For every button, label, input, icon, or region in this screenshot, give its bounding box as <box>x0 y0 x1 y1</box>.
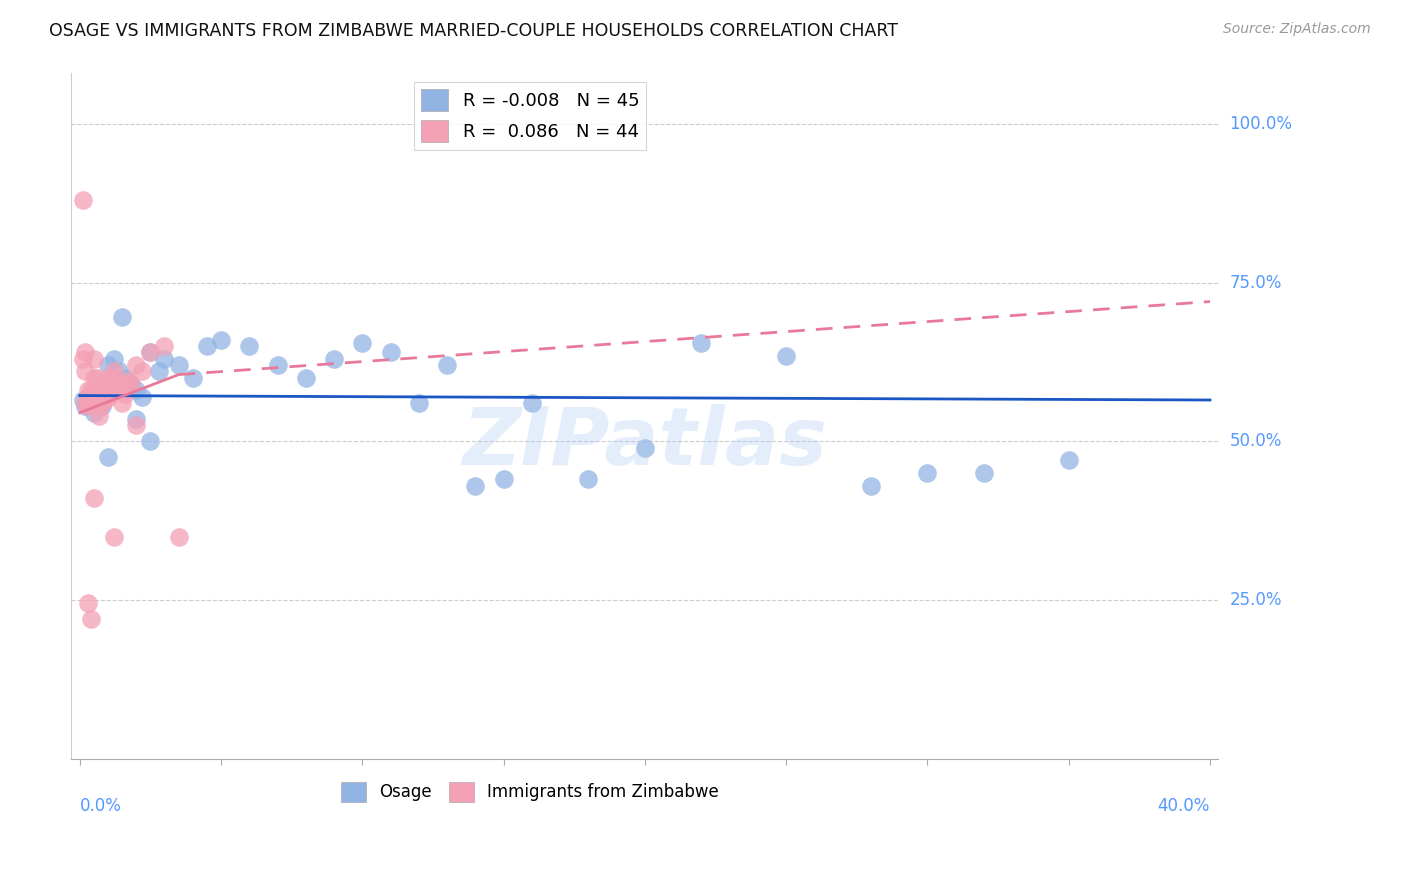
Point <box>120 377 142 392</box>
Point <box>125 418 148 433</box>
Point <box>266 358 288 372</box>
Point <box>775 349 797 363</box>
Point <box>91 400 114 414</box>
Point <box>323 351 346 366</box>
Point <box>436 358 458 372</box>
Point <box>80 390 103 404</box>
Point <box>91 396 114 410</box>
Point <box>97 390 120 404</box>
Point <box>77 390 100 404</box>
Point <box>408 396 430 410</box>
Point <box>111 310 134 325</box>
Point <box>97 371 120 385</box>
Text: 40.0%: 40.0% <box>1157 797 1211 814</box>
Point <box>634 441 657 455</box>
Text: ZIPatlas: ZIPatlas <box>463 404 827 483</box>
Point <box>131 364 153 378</box>
Point <box>125 412 148 426</box>
Point <box>75 396 97 410</box>
Point <box>86 396 108 410</box>
Point <box>108 364 131 378</box>
Point <box>105 384 128 398</box>
Point <box>464 479 486 493</box>
Point <box>80 396 103 410</box>
Point <box>86 371 108 385</box>
Point <box>111 396 134 410</box>
Point <box>380 345 402 359</box>
Point <box>75 364 97 378</box>
Point <box>108 380 131 394</box>
Point <box>83 491 105 506</box>
Point <box>77 400 100 414</box>
Text: OSAGE VS IMMIGRANTS FROM ZIMBABWE MARRIED-COUPLE HOUSEHOLDS CORRELATION CHART: OSAGE VS IMMIGRANTS FROM ZIMBABWE MARRIE… <box>49 22 898 40</box>
Point <box>94 386 117 401</box>
Point <box>148 364 170 378</box>
Point <box>576 472 599 486</box>
Point <box>114 371 136 385</box>
Point <box>72 351 94 366</box>
Text: 75.0%: 75.0% <box>1230 274 1282 292</box>
Text: 50.0%: 50.0% <box>1230 433 1282 450</box>
Point <box>139 345 162 359</box>
Text: 25.0%: 25.0% <box>1230 591 1282 609</box>
Point <box>520 396 543 410</box>
Point <box>89 400 111 414</box>
Point <box>100 377 122 392</box>
Point <box>80 384 103 398</box>
Point <box>103 529 125 543</box>
Point <box>97 450 120 465</box>
Point <box>75 345 97 359</box>
Point <box>352 335 374 350</box>
Point <box>103 364 125 378</box>
Point <box>72 193 94 207</box>
Point <box>83 371 105 385</box>
Point <box>72 392 94 407</box>
Point <box>492 472 515 486</box>
Point <box>111 377 134 392</box>
Text: 0.0%: 0.0% <box>80 797 121 814</box>
Point <box>103 371 125 385</box>
Point <box>125 384 148 398</box>
Point <box>120 377 142 392</box>
Point <box>167 529 190 543</box>
Point <box>89 409 111 423</box>
Point <box>117 374 139 388</box>
Point <box>973 466 995 480</box>
Point <box>917 466 939 480</box>
Point <box>100 386 122 401</box>
Point <box>139 345 162 359</box>
Point <box>75 400 97 414</box>
Point <box>181 371 204 385</box>
Point <box>94 392 117 407</box>
Point <box>195 339 218 353</box>
Point <box>131 390 153 404</box>
Point <box>153 339 176 353</box>
Legend: Osage, Immigrants from Zimbabwe: Osage, Immigrants from Zimbabwe <box>335 775 725 809</box>
Text: 100.0%: 100.0% <box>1230 115 1292 133</box>
Text: Source: ZipAtlas.com: Source: ZipAtlas.com <box>1223 22 1371 37</box>
Point <box>89 384 111 398</box>
Point <box>1057 453 1080 467</box>
Point <box>83 406 105 420</box>
Point <box>77 596 100 610</box>
Point <box>238 339 260 353</box>
Point <box>77 384 100 398</box>
Point <box>153 351 176 366</box>
Point <box>294 371 316 385</box>
Point <box>139 434 162 449</box>
Point <box>125 358 148 372</box>
Point <box>209 333 232 347</box>
Point <box>80 612 103 626</box>
Point <box>89 386 111 401</box>
Point <box>167 358 190 372</box>
Point <box>77 396 100 410</box>
Point <box>103 351 125 366</box>
Point <box>91 377 114 392</box>
Point <box>859 479 882 493</box>
Point <box>690 335 713 350</box>
Point <box>114 386 136 401</box>
Point <box>83 351 105 366</box>
Point <box>86 384 108 398</box>
Point <box>97 358 120 372</box>
